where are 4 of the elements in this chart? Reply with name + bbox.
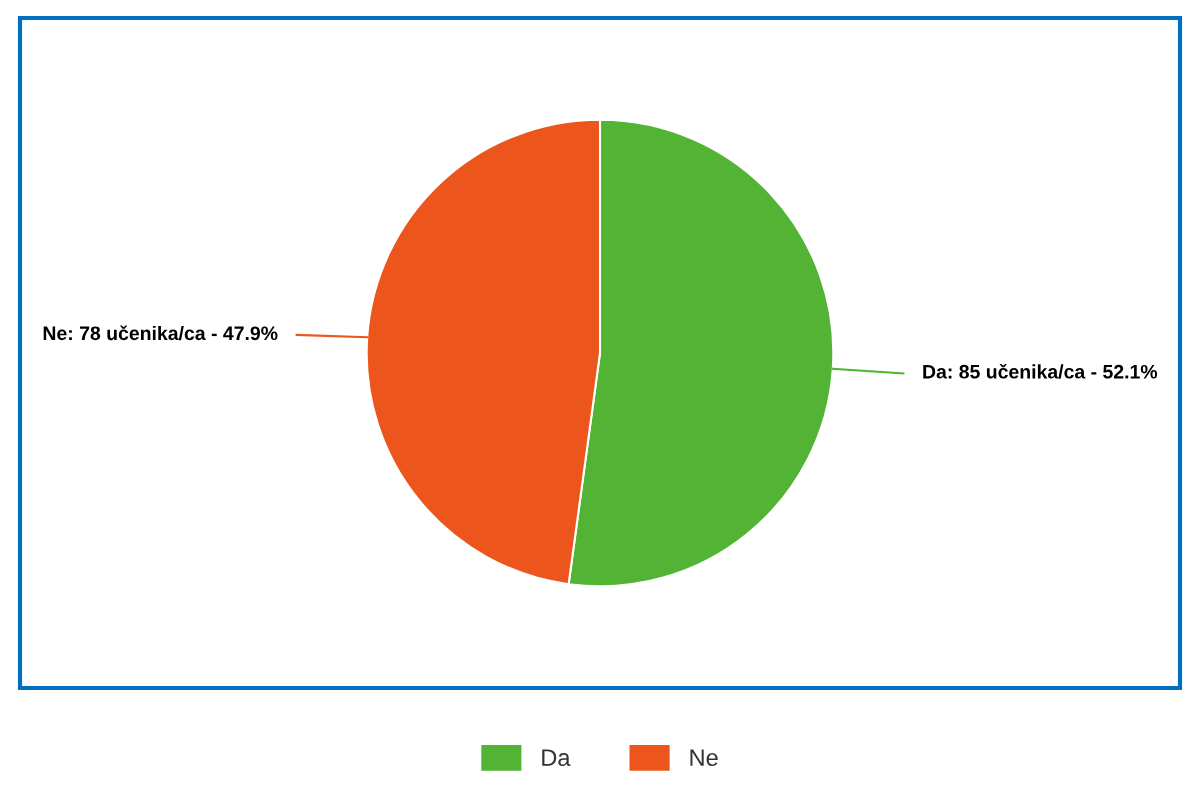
legend-label: Da [542,749,571,767]
legend-label: Ne [690,749,718,767]
data-label: Da: 85 učenika/ca - 52.1% [923,363,1158,379]
data-label: Ne: 78 učenika/ca - 47.9% [43,325,278,341]
